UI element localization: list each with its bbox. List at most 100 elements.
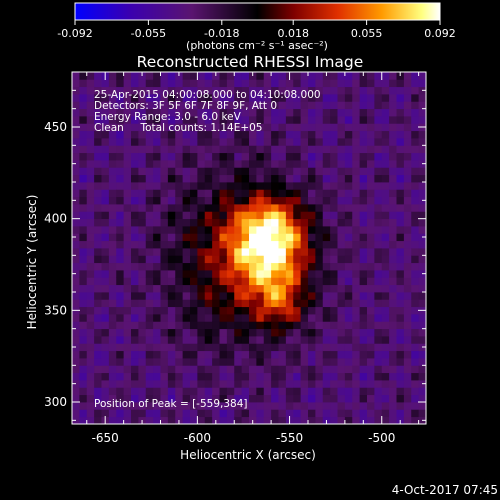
heatmap-cell bbox=[226, 365, 235, 374]
heatmap-cell bbox=[219, 255, 228, 264]
heatmap-cell bbox=[352, 402, 361, 410]
heatmap-cell bbox=[367, 116, 375, 124]
heatmap-cell bbox=[271, 350, 279, 359]
heatmap-cell bbox=[337, 409, 346, 418]
heatmap-cell bbox=[300, 101, 309, 110]
heatmap-cell bbox=[197, 152, 206, 161]
heatmap-cell bbox=[204, 394, 213, 403]
heatmap-cell bbox=[138, 409, 147, 418]
heatmap-cell bbox=[182, 306, 191, 315]
heatmap-cell bbox=[167, 94, 176, 102]
heatmap-cell bbox=[396, 409, 405, 418]
heatmap-cell bbox=[330, 394, 338, 403]
heatmap-cell bbox=[108, 86, 117, 95]
heatmap-cell bbox=[94, 130, 102, 139]
heatmap-cell bbox=[94, 277, 102, 286]
heatmap-cell bbox=[190, 255, 198, 264]
x-axis-label: Heliocentric X (arcsec) bbox=[180, 448, 316, 462]
heatmap-cell bbox=[263, 108, 272, 117]
heatmap-cell bbox=[389, 394, 397, 403]
heatmap-cell bbox=[271, 167, 279, 176]
heatmap-cell bbox=[108, 218, 117, 227]
heatmap-cell bbox=[226, 130, 235, 139]
heatmap-cell bbox=[300, 262, 309, 271]
heatmap-cell bbox=[160, 152, 169, 161]
heatmap-cell bbox=[411, 160, 420, 168]
heatmap-cell bbox=[344, 350, 353, 359]
heatmap-cell bbox=[234, 189, 243, 198]
heatmap-cell bbox=[263, 292, 272, 300]
heatmap-cell bbox=[344, 380, 353, 388]
heatmap-cell bbox=[116, 299, 125, 308]
heatmap-cell bbox=[278, 211, 287, 220]
heatmap-cell bbox=[344, 292, 353, 300]
heatmap-cell bbox=[138, 182, 147, 190]
heatmap-cell bbox=[418, 218, 427, 227]
heatmap-cell bbox=[374, 101, 383, 110]
heatmap-cell bbox=[79, 270, 88, 278]
heatmap-cell bbox=[249, 284, 257, 293]
heatmap-cell bbox=[175, 123, 184, 132]
heatmap-cell bbox=[108, 79, 117, 88]
heatmap-cell bbox=[308, 72, 316, 80]
heatmap-cell bbox=[285, 358, 294, 366]
heatmap-cell bbox=[108, 240, 117, 249]
heatmap-cell bbox=[271, 72, 279, 80]
heatmap-cell bbox=[190, 189, 198, 198]
heatmap-cell bbox=[175, 328, 184, 337]
heatmap-cell bbox=[241, 372, 250, 381]
heatmap-cell bbox=[212, 409, 220, 418]
heatmap-cell bbox=[101, 167, 110, 176]
heatmap-cell bbox=[389, 94, 397, 102]
heatmap-cell bbox=[145, 409, 154, 418]
heatmap-cell bbox=[249, 233, 257, 242]
heatmap-cell bbox=[374, 380, 383, 388]
heatmap-cell bbox=[271, 138, 279, 146]
heatmap-cell bbox=[167, 402, 176, 410]
heatmap-cell bbox=[182, 402, 191, 410]
heatmap-cell bbox=[197, 123, 206, 132]
heatmap-cell bbox=[367, 94, 375, 102]
heatmap-cell bbox=[411, 380, 420, 388]
heatmap-cell bbox=[389, 233, 397, 242]
heatmap-cell bbox=[344, 116, 353, 124]
heatmap-cell bbox=[403, 255, 412, 264]
heatmap-cell bbox=[271, 174, 279, 183]
heatmap-cell bbox=[271, 343, 279, 352]
heatmap-cell bbox=[190, 387, 198, 396]
heatmap-cell bbox=[234, 72, 243, 80]
heatmap-cell bbox=[219, 226, 228, 234]
heatmap-cell bbox=[86, 116, 95, 124]
heatmap-cell bbox=[344, 387, 353, 396]
y-tick-label: 450 bbox=[44, 120, 67, 134]
heatmap-cell bbox=[330, 94, 338, 102]
heatmap-cell bbox=[352, 365, 361, 374]
heatmap-cell bbox=[131, 182, 139, 190]
heatmap-cell bbox=[374, 299, 383, 308]
heatmap-cell bbox=[190, 174, 198, 183]
heatmap-cell bbox=[271, 160, 279, 168]
heatmap-cell bbox=[359, 372, 368, 381]
heatmap-cell bbox=[381, 321, 390, 330]
heatmap-cell bbox=[337, 182, 346, 190]
heatmap-cell bbox=[138, 343, 147, 352]
heatmap-cell bbox=[182, 86, 191, 95]
heatmap-cell bbox=[256, 196, 265, 205]
heatmap-cell bbox=[381, 174, 390, 183]
heatmap-cell bbox=[160, 314, 169, 322]
heatmap-cell bbox=[116, 248, 125, 256]
heatmap-cell bbox=[403, 130, 412, 139]
heatmap-cell bbox=[374, 365, 383, 374]
heatmap-cell bbox=[145, 86, 154, 95]
heatmap-cell bbox=[175, 299, 184, 308]
heatmap-cell bbox=[226, 108, 235, 117]
heatmap-cell bbox=[153, 174, 161, 183]
heatmap-cell bbox=[153, 86, 161, 95]
heatmap-cell bbox=[330, 130, 338, 139]
heatmap-cell bbox=[167, 365, 176, 374]
heatmap-cell bbox=[337, 358, 346, 366]
heatmap-cell bbox=[411, 167, 420, 176]
heatmap-cell bbox=[234, 204, 243, 212]
heatmap-cell bbox=[175, 387, 184, 396]
heatmap-cell bbox=[278, 306, 287, 315]
